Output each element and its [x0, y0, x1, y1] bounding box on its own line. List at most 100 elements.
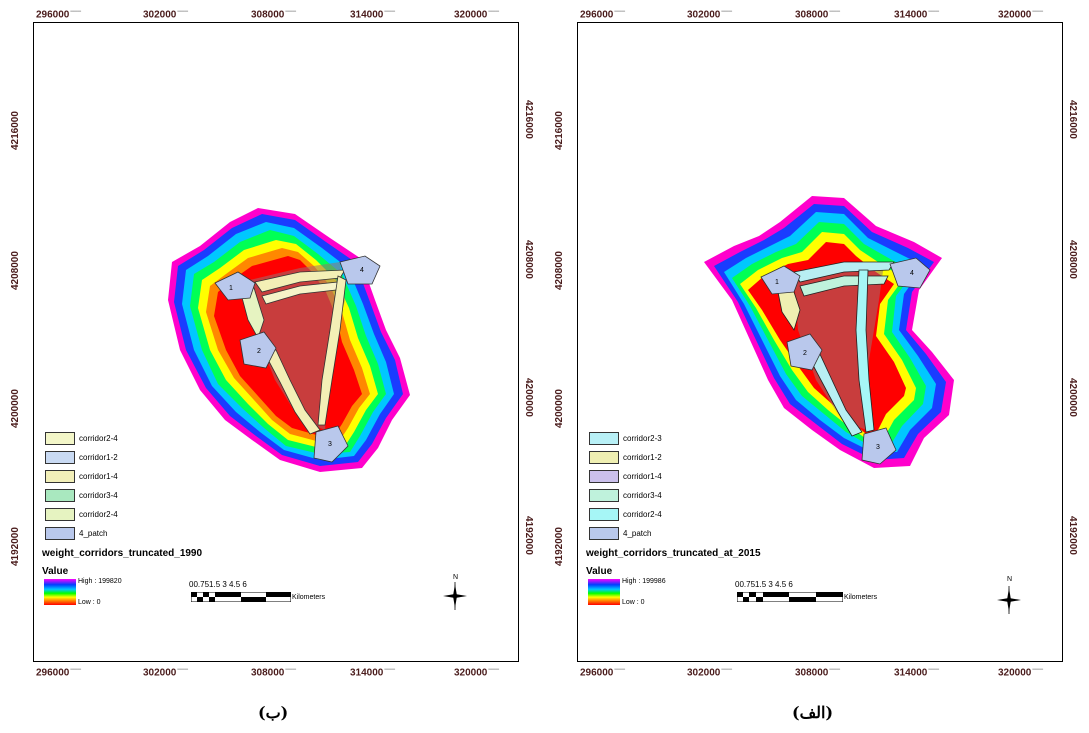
map-raster: 1 2 3 4: [704, 196, 954, 468]
patch-labels: 1 2 3 4: [775, 270, 914, 451]
patch-label-3: 3: [328, 441, 332, 448]
legend-swatch: [589, 431, 619, 445]
x-tick-top: 308000═══: [251, 9, 297, 21]
north-label: N: [1007, 576, 1013, 583]
x-tick-bottom: 302000═══: [687, 667, 733, 679]
patches: [214, 255, 381, 463]
legend-item: corridor1-4: [589, 469, 662, 483]
legend-label: 4_patch: [79, 528, 108, 538]
x-tick-top: 296000═══: [36, 9, 82, 21]
patch-1: [214, 271, 256, 301]
legend-item: corridor3-4: [45, 488, 118, 502]
scale-numbers: 00.751.5 3 4.5 6: [189, 580, 247, 589]
corridors: [239, 269, 347, 435]
layer-title: weight_corridors_truncated_1990: [42, 548, 203, 559]
patch-label-2: 2: [257, 348, 261, 355]
legend-item: corridor1-2: [45, 450, 118, 464]
color-ramp: [588, 579, 620, 605]
legend-label: corridor1-2: [79, 452, 118, 462]
value-title: Value: [586, 566, 613, 577]
legend-swatch: [45, 450, 75, 464]
legend-swatch: [45, 431, 75, 445]
patch-label-3: 3: [876, 444, 880, 451]
caption-right: (الف): [792, 703, 834, 722]
x-tick-bottom: 314000═══: [894, 667, 940, 679]
legend-swatch: [45, 507, 75, 521]
legend-label: corridor1-4: [79, 471, 118, 481]
patch-2: [239, 331, 277, 369]
patch-4: [889, 257, 931, 289]
patch-label-4: 4: [910, 270, 914, 277]
legend-label: 4_patch: [623, 528, 652, 538]
patch-label-4: 4: [360, 267, 364, 274]
patch-label-1: 1: [775, 279, 779, 286]
legend-swatch: [589, 469, 619, 483]
patch-2: [786, 333, 823, 371]
scale-unit: Kilometers: [844, 594, 878, 601]
layer-title: weight_corridors_truncated_at_2015: [586, 548, 761, 559]
legend-label: corridor2-4: [79, 509, 118, 519]
patch-3: [313, 425, 349, 463]
low-label: Low : 0: [622, 599, 645, 606]
x-tick-bottom: 296000═══: [36, 667, 82, 679]
legend-swatch: [45, 488, 75, 502]
legend-item: corridor3-4: [589, 488, 662, 502]
scale-bar: [191, 592, 291, 602]
legend-item: 4_patch: [45, 526, 107, 540]
caption-left: (ب): [258, 703, 289, 722]
map-raster: 1 2 3 4: [168, 208, 410, 472]
legend-swatch: [589, 488, 619, 502]
x-tick-bottom: 320000═══: [998, 667, 1044, 679]
legend-label: corridor1-4: [623, 471, 662, 481]
scale-bar: [737, 592, 843, 602]
legend-label: corridor2-4: [79, 433, 118, 443]
color-ramp: [44, 579, 76, 605]
north-arrow-icon: [997, 586, 1021, 614]
north-arrow-icon: [443, 582, 467, 610]
x-tick-bottom: 320000═══: [454, 667, 500, 679]
legend-item: corridor1-2: [589, 450, 662, 464]
x-tick-top: 320000═══: [454, 9, 500, 21]
map-panel-left: 296000═══ 302000═══ 308000═══ 314000═══ …: [0, 0, 544, 700]
x-tick-top: 302000═══: [687, 9, 733, 21]
patch-label-2: 2: [803, 350, 807, 357]
x-tick-top: 296000═══: [580, 9, 626, 21]
x-tick-bottom: 314000═══: [350, 667, 396, 679]
x-tick-bottom: 308000═══: [251, 667, 297, 679]
x-tick-top: 314000═══: [350, 9, 396, 21]
patch-1: [760, 265, 801, 295]
legend-label: corridor3-4: [79, 490, 118, 500]
x-tick-top: 302000═══: [143, 9, 189, 21]
north-label: N: [453, 574, 459, 581]
legend-item: corridor2-4: [45, 507, 118, 521]
legend-label: corridor2-4: [623, 509, 662, 519]
legend-label: corridor2-3: [623, 433, 662, 443]
legend-label: corridor3-4: [623, 490, 662, 500]
legend-label: corridor1-2: [623, 452, 662, 462]
patches: [760, 257, 931, 465]
x-tick-bottom: 296000═══: [580, 667, 626, 679]
legend-item: corridor2-4: [45, 431, 118, 445]
x-tick-bottom: 302000═══: [143, 667, 189, 679]
legend-swatch: [589, 526, 619, 540]
x-tick-top: 320000═══: [998, 9, 1044, 21]
cost-surface: [168, 208, 410, 472]
patch-labels: 1 2 3 4: [229, 267, 364, 448]
patch-3: [861, 427, 897, 465]
legend-item: corridor1-4: [45, 469, 118, 483]
cost-surface: [704, 196, 954, 468]
scale-numbers: 00.751.5 3 4.5 6: [735, 580, 793, 589]
legend-item: corridor2-4: [589, 507, 662, 521]
legend-swatch: [589, 450, 619, 464]
legend-item: corridor2-3: [589, 431, 662, 445]
patch-4: [339, 255, 381, 285]
legend-swatch: [45, 526, 75, 540]
corridors: [775, 261, 895, 437]
x-tick-top: 308000═══: [795, 9, 841, 21]
low-label: Low : 0: [78, 599, 101, 606]
legend-item: 4_patch: [589, 526, 651, 540]
value-title: Value: [42, 566, 69, 577]
x-tick-bottom: 308000═══: [795, 667, 841, 679]
map-panel-right: 296000═══ 302000═══ 308000═══ 314000═══ …: [544, 0, 1088, 700]
x-tick-top: 314000═══: [894, 9, 940, 21]
